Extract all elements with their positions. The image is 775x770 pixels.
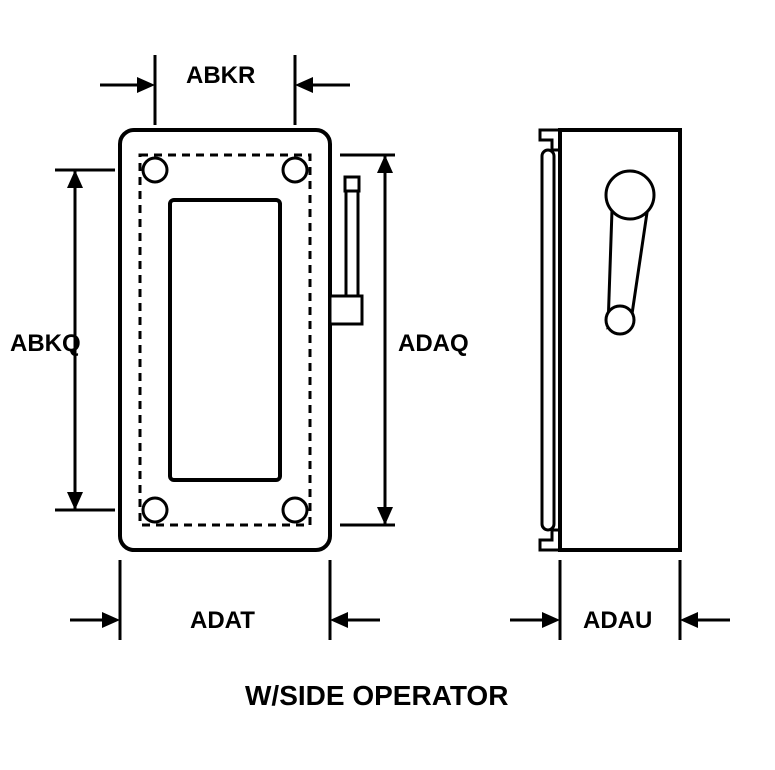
lever-assembly — [606, 171, 654, 334]
flange-bottom — [540, 530, 560, 550]
arrowhead — [377, 155, 393, 173]
dashed-boundary — [140, 155, 310, 525]
window-cutout — [170, 200, 280, 480]
arrowhead — [137, 77, 155, 93]
operator-knob — [345, 177, 359, 191]
arrowhead — [102, 612, 120, 628]
dim-label-abkr: ABKR — [186, 62, 255, 90]
dimension-lines — [55, 55, 730, 640]
arrowhead — [295, 77, 313, 93]
dim-label-adat: ADAT — [190, 607, 255, 635]
arrowhead — [330, 612, 348, 628]
arrowhead — [67, 170, 83, 188]
technical-diagram: ABKR ABKQ ADAQ ADAT ADAU W/SIDE OPERATOR — [0, 0, 775, 770]
diagram-svg — [0, 0, 775, 770]
mounting-hole — [283, 158, 307, 182]
mounting-hole — [143, 498, 167, 522]
dim-label-adaq: ADAQ — [398, 330, 469, 358]
arrowhead — [377, 507, 393, 525]
front-view — [120, 130, 362, 550]
diagram-title: W/SIDE OPERATOR — [245, 680, 508, 712]
operator-bracket — [330, 296, 362, 324]
mounting-hole — [143, 158, 167, 182]
flange-top — [540, 130, 560, 150]
dim-label-adau: ADAU — [583, 607, 652, 635]
outer-plate — [120, 130, 330, 550]
mounting-hole — [283, 498, 307, 522]
dim-label-abkq: ABKQ — [10, 330, 81, 358]
operator-rod — [346, 191, 358, 296]
arrowhead — [67, 492, 83, 510]
side-rail — [542, 150, 554, 530]
lever-pivot-bottom — [606, 306, 634, 334]
arrowhead — [680, 612, 698, 628]
side-view — [540, 130, 680, 550]
arrowhead — [542, 612, 560, 628]
lever-pivot-top — [606, 171, 654, 219]
